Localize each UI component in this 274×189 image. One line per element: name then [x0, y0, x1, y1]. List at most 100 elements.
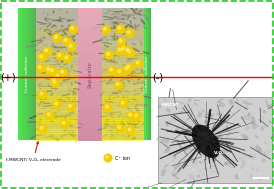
Circle shape — [53, 33, 61, 43]
Bar — [36, 136, 78, 138]
Ellipse shape — [249, 100, 252, 107]
Ellipse shape — [117, 96, 120, 98]
Ellipse shape — [201, 162, 205, 165]
Ellipse shape — [126, 16, 130, 20]
Ellipse shape — [105, 119, 109, 122]
Ellipse shape — [125, 15, 131, 17]
Bar — [102, 12, 144, 15]
Bar — [34, 8, 35, 140]
Circle shape — [70, 26, 74, 30]
Ellipse shape — [168, 113, 173, 117]
Bar — [102, 83, 144, 85]
Ellipse shape — [44, 18, 48, 22]
Bar — [78, 137, 102, 140]
Ellipse shape — [226, 126, 232, 130]
Circle shape — [119, 99, 128, 108]
Ellipse shape — [52, 53, 56, 55]
Bar — [102, 103, 144, 105]
Bar — [36, 89, 78, 92]
Circle shape — [62, 121, 65, 125]
Bar — [78, 67, 102, 71]
Ellipse shape — [57, 19, 63, 22]
Ellipse shape — [38, 84, 42, 86]
Ellipse shape — [194, 102, 199, 106]
Ellipse shape — [113, 38, 116, 40]
Bar — [36, 98, 78, 101]
Circle shape — [105, 155, 109, 159]
Circle shape — [127, 128, 132, 132]
Bar — [36, 50, 78, 53]
Bar — [36, 127, 78, 129]
Bar — [24, 8, 25, 140]
Bar — [18, 8, 19, 140]
Bar — [78, 94, 102, 98]
Ellipse shape — [216, 145, 220, 150]
Ellipse shape — [160, 139, 170, 143]
Ellipse shape — [180, 179, 184, 185]
Circle shape — [127, 30, 131, 34]
Ellipse shape — [163, 98, 167, 102]
Bar — [78, 34, 102, 38]
Ellipse shape — [141, 121, 144, 126]
Ellipse shape — [210, 165, 217, 167]
Bar — [27, 8, 28, 140]
Ellipse shape — [73, 52, 78, 55]
Bar — [31, 8, 32, 140]
Circle shape — [126, 65, 130, 69]
Ellipse shape — [267, 148, 274, 153]
Bar — [146, 8, 147, 140]
Ellipse shape — [132, 136, 137, 139]
Ellipse shape — [155, 115, 161, 121]
Ellipse shape — [202, 146, 207, 153]
Ellipse shape — [138, 10, 142, 13]
Bar — [36, 34, 78, 37]
Ellipse shape — [185, 119, 190, 120]
Bar — [102, 118, 144, 121]
Text: (-): (-) — [152, 72, 164, 82]
Ellipse shape — [127, 134, 130, 139]
Ellipse shape — [112, 69, 118, 71]
Ellipse shape — [182, 107, 190, 114]
Bar — [78, 87, 102, 91]
Bar — [78, 61, 102, 65]
Ellipse shape — [198, 148, 201, 151]
Text: Current collector: Current collector — [145, 56, 149, 92]
Ellipse shape — [224, 162, 231, 166]
Ellipse shape — [270, 97, 274, 100]
Bar — [102, 43, 144, 46]
Bar — [36, 107, 78, 110]
Ellipse shape — [209, 114, 215, 116]
Bar — [78, 25, 102, 28]
Ellipse shape — [71, 124, 73, 128]
Ellipse shape — [250, 124, 258, 129]
Bar — [36, 17, 78, 19]
Bar — [102, 70, 144, 72]
Ellipse shape — [269, 121, 272, 123]
Ellipse shape — [166, 137, 170, 140]
Bar — [36, 26, 78, 28]
Ellipse shape — [110, 59, 112, 61]
Bar — [34, 8, 35, 140]
Bar — [36, 131, 78, 134]
Ellipse shape — [161, 101, 163, 108]
Bar — [36, 103, 78, 105]
Bar — [26, 8, 27, 140]
Ellipse shape — [229, 99, 234, 105]
Ellipse shape — [208, 130, 211, 133]
Bar — [36, 8, 78, 140]
Circle shape — [52, 80, 56, 84]
Circle shape — [54, 72, 63, 81]
Ellipse shape — [107, 122, 109, 127]
Bar — [36, 41, 78, 44]
Bar — [145, 8, 146, 140]
Ellipse shape — [218, 105, 221, 107]
Bar — [102, 98, 144, 101]
Ellipse shape — [242, 101, 250, 105]
Ellipse shape — [251, 116, 256, 126]
Ellipse shape — [198, 145, 200, 147]
Bar — [78, 41, 102, 45]
Bar — [36, 85, 78, 88]
Ellipse shape — [216, 97, 224, 103]
Circle shape — [123, 65, 132, 74]
Ellipse shape — [218, 101, 226, 105]
